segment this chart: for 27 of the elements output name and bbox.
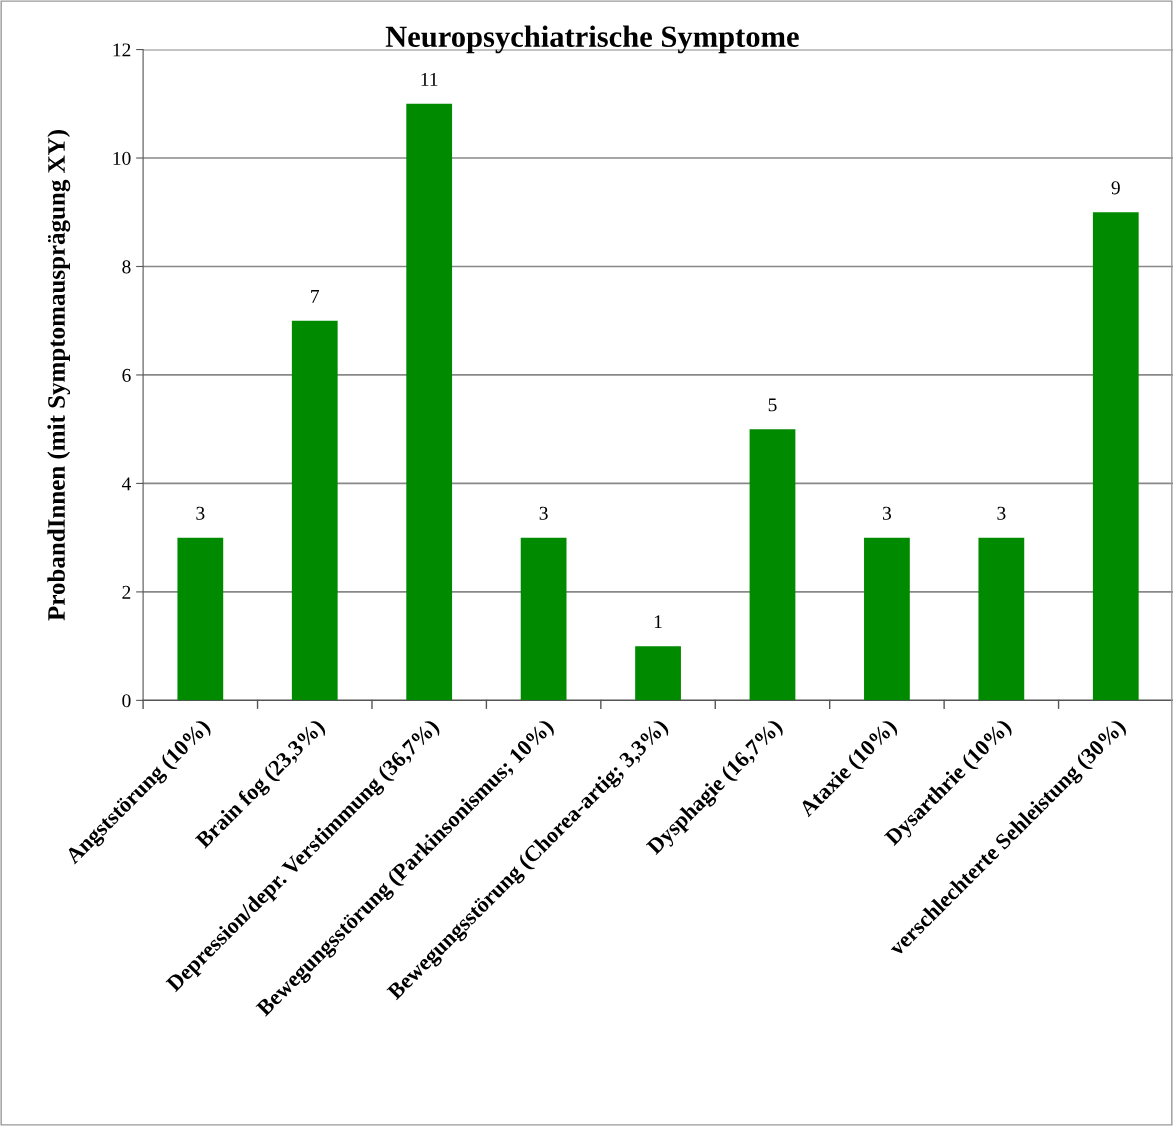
bar [520,537,567,701]
chart-title: Neuropsychiatrische Symptome [385,25,799,54]
y-tick-label: 0 [122,694,131,708]
data-label: 7 [311,289,320,303]
data-label: 3 [997,506,1006,520]
bar [177,537,224,701]
data-label: 11 [421,72,438,86]
bar [406,103,453,701]
bar [291,320,338,701]
data-label: 3 [882,506,892,520]
data-label: 3 [539,506,548,520]
bar [864,537,910,701]
bar [635,646,681,701]
bar [978,537,1025,701]
y-tick-label: 6 [122,368,131,382]
bar [749,429,796,701]
y-axis-title: ProbandInnen (mit Symptomausprägung XY) [47,130,71,621]
data-label: 1 [654,615,662,629]
data-label: 5 [768,398,777,412]
y-tick-label: 4 [121,477,131,491]
y-tick-label: 2 [122,585,131,599]
data-label: 9 [1111,181,1120,195]
y-tick-label: 12 [113,43,131,57]
y-tick-label: 10 [113,151,131,165]
y-tick-label: 8 [122,260,131,274]
bar [1092,212,1139,701]
data-label: 3 [196,506,205,520]
